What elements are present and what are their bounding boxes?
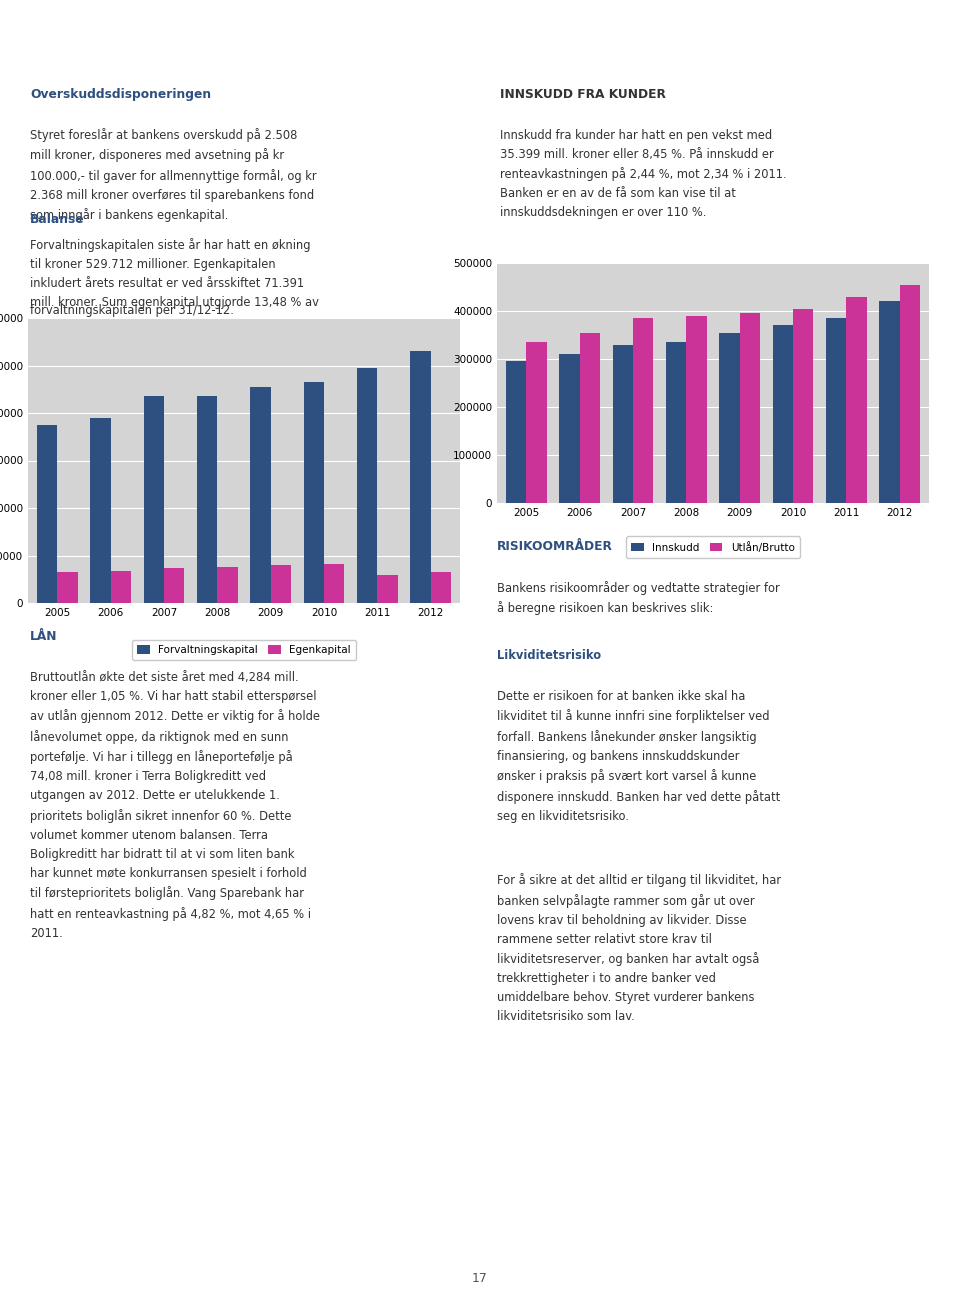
Bar — [879, 302, 900, 503]
Bar — [526, 342, 546, 503]
Bar — [324, 565, 345, 602]
Text: Overskuddsdisponeringen: Overskuddsdisponeringen — [30, 88, 211, 101]
Text: INNSKUDD FRA KUNDER: INNSKUDD FRA KUNDER — [500, 88, 666, 101]
Bar — [580, 333, 600, 503]
Bar — [90, 418, 110, 602]
Bar — [377, 575, 397, 602]
Text: Styret foreslår at bankens overskudd på 2.508
mill kroner, disponeres med avsetn: Styret foreslår at bankens overskudd på … — [30, 127, 317, 222]
Bar — [560, 354, 580, 503]
Bar — [431, 572, 451, 602]
Text: LÅN: LÅN — [30, 630, 58, 643]
Text: Dette er risikoen for at banken ikke skal ha
likviditet til å kunne innfri sine : Dette er risikoen for at banken ikke ska… — [497, 690, 780, 822]
Bar — [793, 308, 813, 503]
Bar — [900, 285, 920, 503]
Text: RISIKOOMRÅDER: RISIKOOMRÅDER — [497, 540, 612, 553]
Bar — [719, 333, 739, 503]
Bar — [271, 565, 291, 602]
Bar — [633, 319, 653, 503]
Legend: Innskudd, Utlån/Brutto: Innskudd, Utlån/Brutto — [626, 536, 800, 558]
Bar — [110, 571, 131, 602]
Bar — [357, 368, 377, 602]
Text: STYRETS BERETNING: STYRETS BERETNING — [29, 26, 307, 51]
Bar — [612, 345, 633, 503]
Text: forvaltningskapitalen per 31/12-12.: forvaltningskapitalen per 31/12-12. — [30, 303, 234, 316]
Legend: Forvaltningskapital, Egenkapital: Forvaltningskapital, Egenkapital — [132, 640, 356, 661]
Text: For å sikre at det alltid er tilgang til likviditet, har
banken selvpålagte ramm: For å sikre at det alltid er tilgang til… — [497, 873, 781, 1024]
Bar — [826, 319, 847, 503]
Bar — [773, 325, 793, 503]
Bar — [739, 314, 760, 503]
Text: Balanse: Balanse — [30, 213, 84, 226]
Bar — [58, 572, 78, 602]
Text: Forvaltningskapitalen siste år har hatt en økning
til kroner 529.712 millioner. : Forvaltningskapitalen siste år har hatt … — [30, 238, 319, 308]
Bar — [217, 567, 238, 602]
Text: Bruttoutlån økte det siste året med 4,284 mill.
kroner eller 1,05 %. Vi har hatt: Bruttoutlån økte det siste året med 4,28… — [30, 670, 320, 939]
Bar — [847, 297, 867, 503]
Bar — [666, 342, 686, 503]
Bar — [164, 567, 184, 602]
Bar — [506, 362, 526, 503]
Bar — [411, 351, 431, 602]
Bar — [144, 397, 164, 602]
Bar — [251, 386, 271, 602]
Bar — [197, 397, 217, 602]
Bar — [686, 316, 707, 503]
Bar — [303, 382, 324, 602]
Text: Likviditetsrisiko: Likviditetsrisiko — [497, 649, 601, 662]
Text: Bankens risikoområder og vedtatte strategier for
å beregne risikoen kan beskrive: Bankens risikoområder og vedtatte strate… — [497, 580, 780, 615]
Text: Innskudd fra kunder har hatt en pen vekst med
35.399 mill. kroner eller 8,45 %. : Innskudd fra kunder har hatt en pen veks… — [500, 129, 786, 220]
Bar — [37, 425, 58, 602]
Text: 17: 17 — [472, 1272, 488, 1284]
